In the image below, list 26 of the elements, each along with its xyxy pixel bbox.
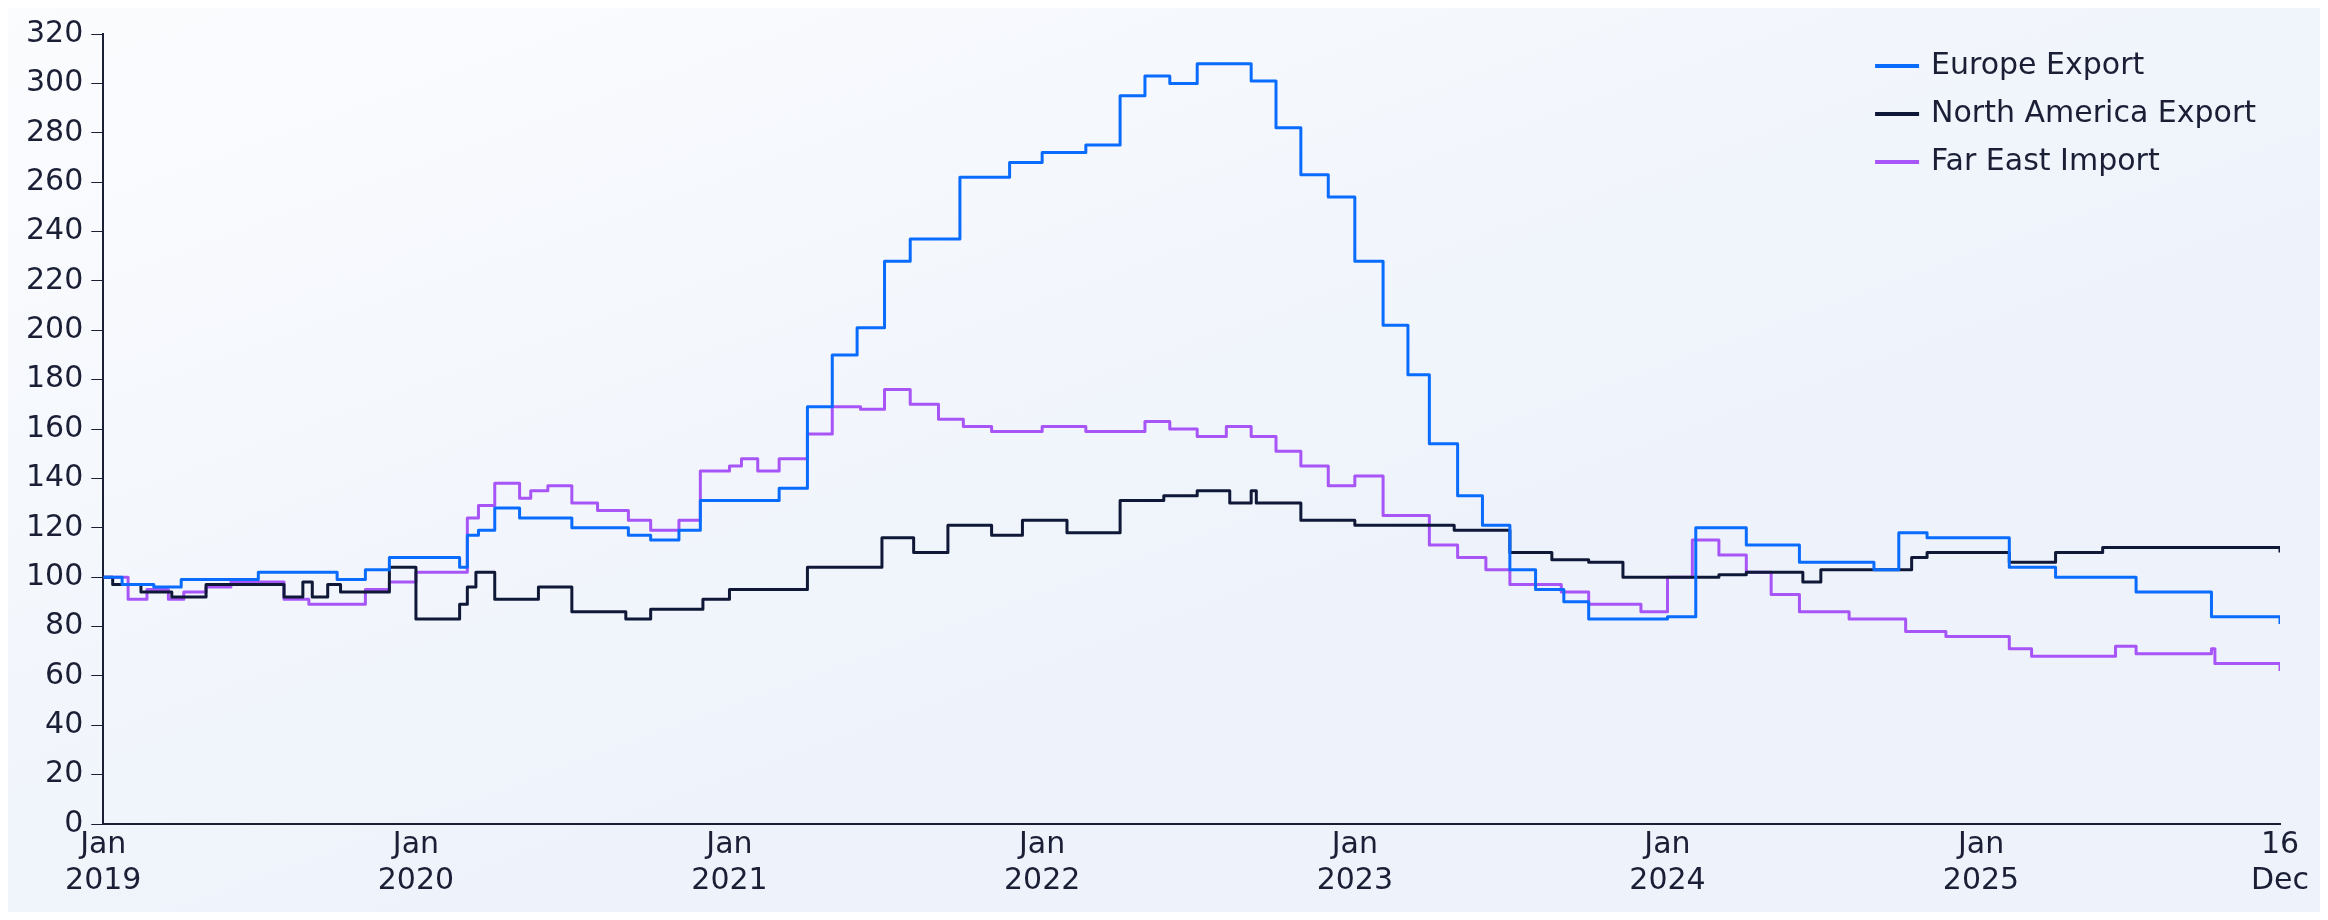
y-tick-label: 160 bbox=[26, 408, 84, 444]
y-tick-label: 280 bbox=[26, 112, 84, 148]
x-tick-label: Jan 2022 bbox=[1003, 824, 1081, 896]
legend-label: Far East Import bbox=[1931, 141, 2160, 177]
legend-label: North America Export bbox=[1931, 93, 2257, 129]
y-tick-label: 80 bbox=[45, 606, 84, 642]
x-tick-label: Jan 2025 bbox=[1942, 824, 2020, 896]
y-tick-label: 180 bbox=[26, 359, 84, 395]
y-tick-label: 320 bbox=[26, 13, 84, 49]
legend-label: Europe Export bbox=[1931, 45, 2145, 81]
x-tick-label: 16 Dec bbox=[2250, 824, 2310, 896]
y-tick-label: 100 bbox=[26, 556, 84, 592]
y-tick-label: 20 bbox=[45, 754, 84, 790]
x-tick-label: Jan 2023 bbox=[1316, 824, 1393, 896]
y-tick-label: 220 bbox=[26, 260, 84, 296]
y-tick-label: 120 bbox=[26, 507, 84, 543]
y-tick-label: 140 bbox=[26, 458, 84, 494]
y-tick-label: 260 bbox=[26, 161, 84, 197]
y-tick-label: 200 bbox=[26, 310, 84, 346]
y-tick-label: 40 bbox=[45, 705, 84, 741]
y-tick-label: 60 bbox=[45, 655, 84, 691]
x-tick-label: Jan 2020 bbox=[377, 824, 455, 896]
y-tick-label: 240 bbox=[26, 211, 84, 247]
y-tick-label: 300 bbox=[26, 63, 84, 99]
x-tick-label: Jan 2024 bbox=[1629, 824, 1706, 896]
x-tick-label: Jan 2021 bbox=[691, 824, 768, 896]
